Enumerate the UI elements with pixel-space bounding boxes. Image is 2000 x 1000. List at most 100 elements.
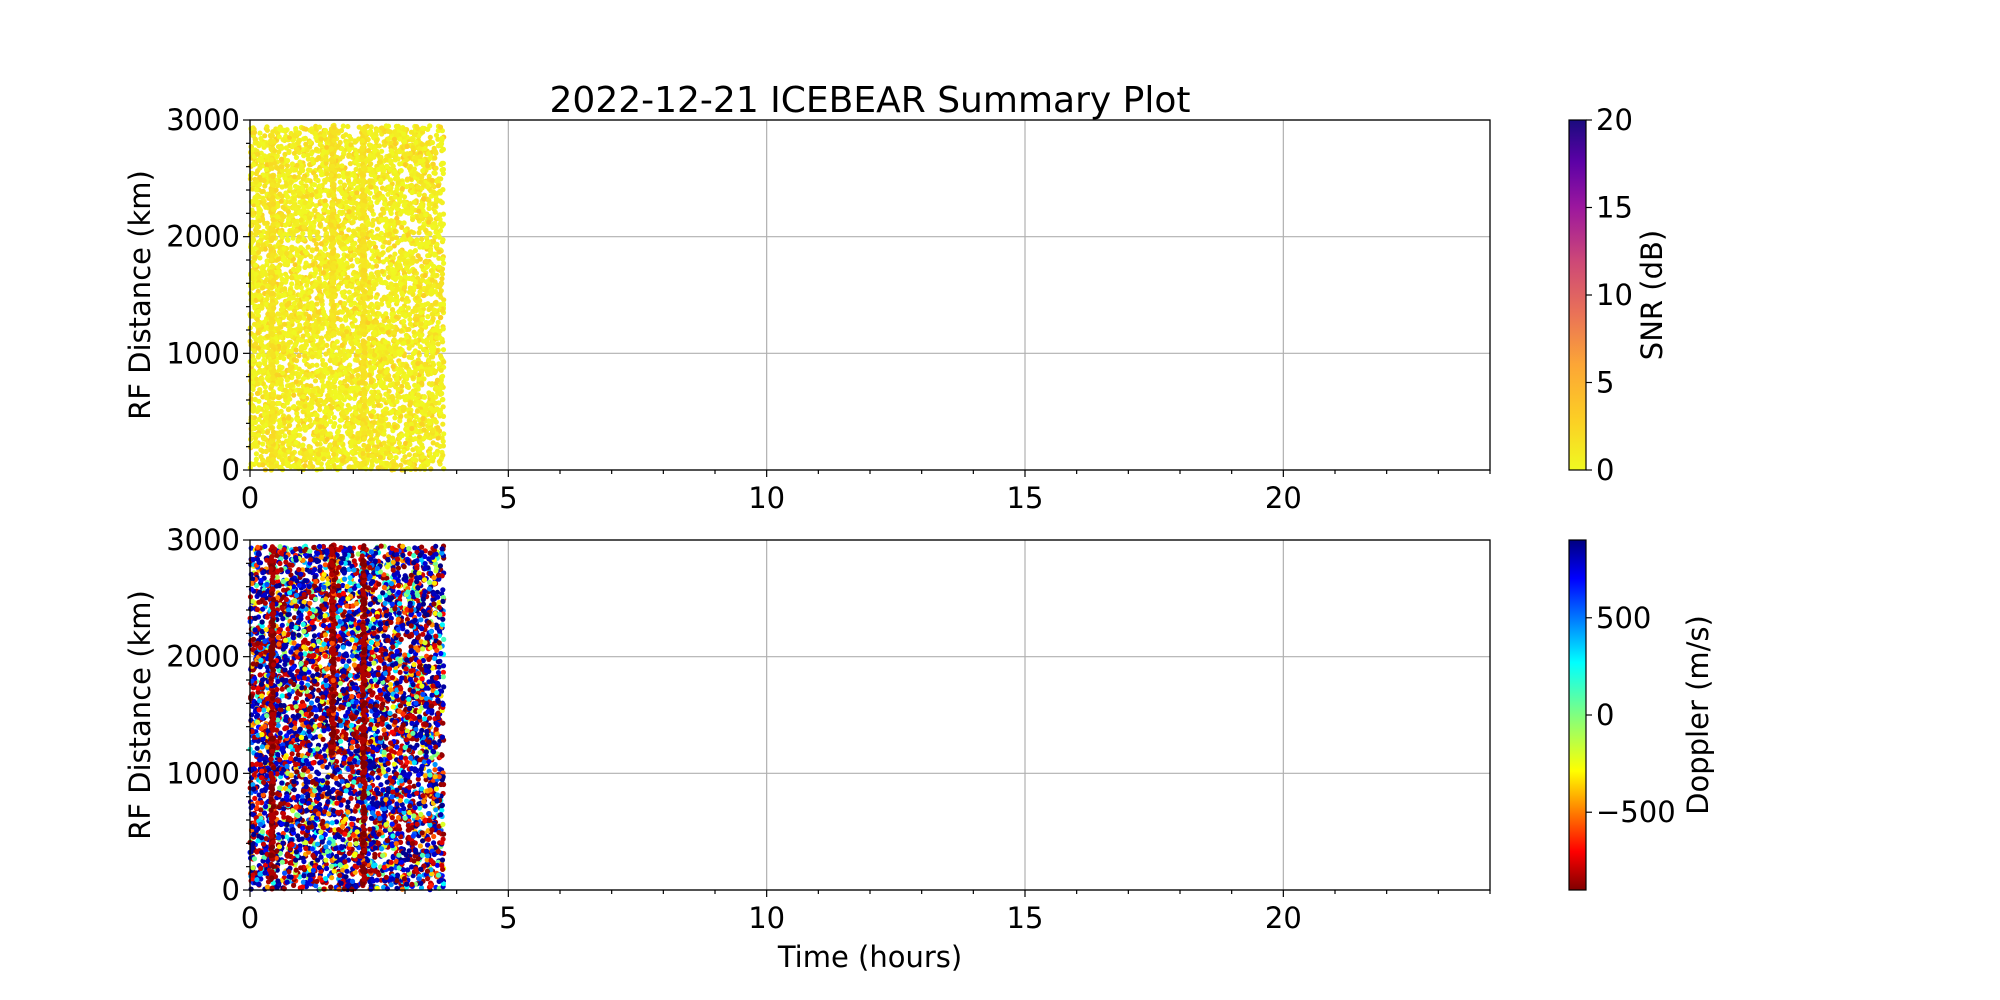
scatter-point	[427, 320, 433, 326]
scatter-point	[373, 258, 379, 264]
scatter-point	[430, 315, 436, 322]
scatter-point	[403, 426, 409, 432]
scatter-point	[435, 341, 441, 347]
scatter-point	[411, 350, 418, 356]
scatter-point	[397, 366, 404, 372]
scatter-point	[298, 284, 304, 291]
scatter-point	[425, 253, 431, 259]
scatter-point	[435, 183, 441, 189]
scatter-point	[417, 158, 423, 165]
scatter-point	[340, 133, 346, 140]
scatter-point	[353, 200, 359, 206]
scatter-point	[285, 237, 291, 243]
scatter-point	[420, 292, 427, 299]
scatter-point	[438, 385, 444, 391]
scatter-point	[291, 404, 297, 410]
scatter-point	[421, 427, 427, 433]
scatter-point	[291, 218, 297, 224]
scatter-point	[351, 252, 358, 258]
scatter-point	[320, 357, 326, 363]
scatter-point	[302, 264, 308, 270]
scatter-point	[424, 369, 430, 375]
scatter-point	[257, 361, 263, 367]
scatter-point	[433, 229, 439, 235]
scatter-point	[418, 202, 424, 208]
scatter-point	[306, 443, 312, 450]
scatter-point	[286, 415, 292, 421]
scatter-point	[337, 371, 343, 377]
scatter-point	[430, 189, 437, 195]
scatter-point	[404, 295, 410, 301]
scatter-point	[403, 421, 409, 427]
scatter-point	[262, 389, 269, 395]
scatter-point	[383, 223, 389, 229]
scatter-point	[420, 416, 426, 422]
scatter-point	[405, 394, 411, 400]
scatter-point	[420, 224, 426, 230]
scatter-point	[307, 230, 313, 236]
scatter-point	[387, 177, 394, 183]
scatter-point	[384, 256, 390, 262]
scatter-point	[307, 371, 313, 377]
scatter-point	[294, 410, 300, 416]
scatter-point	[387, 129, 393, 135]
scatter-point	[407, 370, 414, 376]
scatter-point	[386, 184, 392, 190]
scatter-point	[378, 177, 384, 183]
scatter-point	[375, 402, 381, 408]
scatter-point	[303, 126, 309, 132]
scatter-point	[416, 230, 422, 236]
scatter-point	[402, 227, 408, 234]
scatter-point	[343, 192, 349, 198]
scatter-point	[369, 453, 375, 459]
scatter-point	[375, 373, 381, 380]
scatter-point	[407, 285, 413, 291]
scatter-point	[313, 412, 319, 418]
scatter-point	[388, 345, 394, 351]
scatter-point	[389, 324, 395, 330]
scatter-point	[307, 274, 313, 280]
scatter-point	[440, 396, 446, 403]
scatter-point	[320, 316, 326, 322]
scatter-point	[383, 157, 389, 163]
scatter-point	[315, 401, 321, 407]
scatter-point	[385, 274, 392, 280]
scatter-point	[340, 409, 346, 416]
scatter-point	[389, 236, 395, 242]
scatter-point	[396, 149, 403, 155]
scatter-point	[339, 146, 345, 152]
scatter-point	[339, 241, 345, 247]
scatter-point	[380, 195, 386, 201]
scatter-point	[429, 417, 436, 423]
scatter-point	[289, 281, 295, 287]
scatter-point	[310, 329, 316, 335]
scatter-point	[432, 308, 438, 314]
scatter-point	[377, 454, 384, 460]
scatter-point	[322, 246, 328, 252]
scatter-point	[371, 403, 377, 409]
scatter-point	[298, 400, 304, 406]
scatter-point	[302, 200, 308, 206]
scatter-point	[256, 398, 262, 404]
scatter-point	[406, 460, 413, 466]
scatter-point	[339, 364, 345, 370]
scatter-point	[376, 190, 383, 196]
scatter-point	[341, 446, 347, 452]
scatter-point	[410, 230, 417, 236]
scatter-point	[256, 416, 262, 422]
scatter-point	[353, 166, 359, 172]
scatter-point	[413, 414, 419, 420]
scatter-point	[284, 460, 290, 466]
scatter-point	[307, 140, 313, 146]
scatter-point	[323, 351, 329, 357]
scatter-point	[302, 463, 308, 469]
scatter-point	[392, 251, 398, 257]
scatter-point	[258, 135, 264, 142]
scatter-point	[289, 161, 295, 167]
scatter-point	[307, 417, 313, 423]
scatter-point	[368, 199, 374, 206]
scatter-point	[322, 409, 328, 415]
scatter-point	[415, 253, 421, 259]
scatter-point	[384, 460, 390, 466]
scatter-point	[304, 147, 310, 153]
